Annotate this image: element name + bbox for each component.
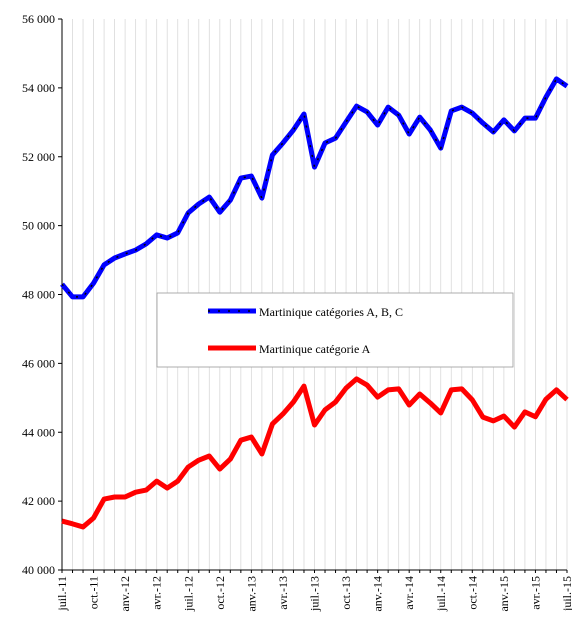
y-tick-label: 50 000 [22, 219, 55, 233]
x-tick-label: juil.-12 [181, 576, 195, 612]
x-tick-label: anv.-13 [244, 576, 258, 612]
legend-box [156, 292, 514, 368]
x-tick-label: avr.-15 [528, 576, 542, 610]
x-tick-label: avr.-13 [276, 576, 290, 610]
y-tick-label: 54 000 [22, 81, 55, 95]
x-tick-label: oct.-12 [213, 576, 227, 610]
y-tick-label: 42 000 [22, 494, 55, 508]
legend-label: Martinique catégories A, B, C [259, 305, 403, 319]
x-tick-label: anv.-12 [118, 576, 132, 612]
x-tick-label: anv.-14 [371, 576, 385, 612]
y-tick-label: 48 000 [22, 288, 55, 302]
series-line [61, 376, 569, 530]
series-line [60, 76, 569, 300]
x-tick-label: juil.-15 [560, 576, 572, 612]
y-tick-label: 56 000 [22, 12, 55, 26]
legend: Martinique catégories A, B, C Martinique … [156, 292, 514, 368]
x-tick-label: oct.-14 [465, 576, 479, 610]
y-tick-label: 52 000 [22, 150, 55, 164]
legend-label: Martinique catégorie A [259, 342, 371, 356]
y-tick-label: 44 000 [22, 425, 55, 439]
x-tick-label: juil.-11 [55, 576, 69, 612]
x-tick-label: juil.-14 [434, 576, 448, 612]
x-tick-label: anv.-15 [497, 576, 511, 612]
x-tick-label: juil.-13 [308, 576, 322, 612]
x-tick-label: avr.-14 [402, 576, 416, 610]
y-tick-label: 46 000 [22, 356, 55, 370]
x-tick-label: oct.-11 [87, 576, 101, 609]
x-tick-label: oct.-13 [339, 576, 353, 610]
x-tick-label: avr.-12 [150, 576, 164, 610]
y-tick-label: 40 000 [22, 563, 55, 577]
